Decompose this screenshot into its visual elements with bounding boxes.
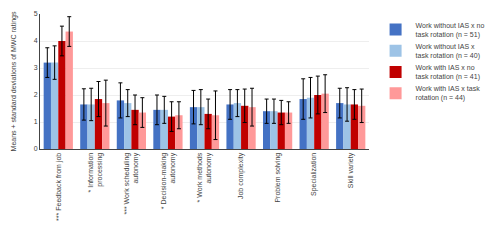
svg-text:Means + standard deviations of: Means + standard deviations of MWC ratin… [10,11,18,151]
svg-text:* Work methodsautonomy: * Work methodsautonomy [196,152,213,202]
svg-text:5: 5 [34,10,38,17]
svg-text:*** Feedback from job: *** Feedback from job [55,153,63,221]
svg-text:Problem solving: Problem solving [274,153,282,203]
svg-text:Work with IAS x taskrotation (: Work with IAS x taskrotation (n = 44) [416,85,481,102]
svg-text:3: 3 [34,64,38,71]
svg-text:4: 4 [34,37,38,44]
svg-text:Work without IAS xtask rotatio: Work without IAS xtask rotation (n = 40) [416,43,480,60]
svg-text:Specialization: Specialization [310,153,318,196]
svg-text:Work without IAS x notask rota: Work without IAS x notask rotation (n = … [416,22,485,39]
svg-text:Work with IAS x notask rotatio: Work with IAS x notask rotation (n = 41) [416,64,480,81]
svg-text:1: 1 [34,118,38,125]
svg-text:* Informationprocessing: * Informationprocessing [87,153,104,193]
svg-text:0: 0 [34,145,38,152]
svg-text:*** Work schedulingautonomy: *** Work schedulingautonomy [123,152,140,214]
svg-text:2: 2 [34,91,38,98]
svg-text:Job complexity: Job complexity [237,152,245,199]
svg-text:Skill variety: Skill variety [347,152,355,188]
svg-text:* Decision-makingautonomy: * Decision-makingautonomy [160,152,177,209]
